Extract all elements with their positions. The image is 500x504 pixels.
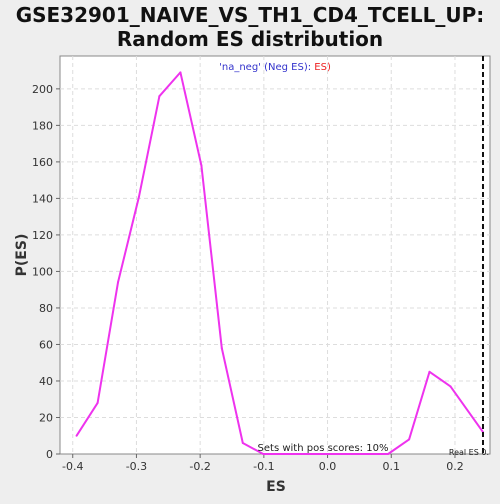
y-tick-label: 100: [32, 265, 53, 278]
data-point: [387, 453, 390, 455]
data-point: [179, 71, 182, 74]
chart-title-line1: GSE32901_NAIVE_VS_TH1_CD4_TCELL_UP:: [16, 3, 485, 27]
chart-title-line2: Random ES distribution: [117, 27, 383, 51]
data-point: [262, 453, 265, 455]
x-tick-label: 0.1: [383, 460, 401, 473]
x-tick-label: 0.2: [446, 460, 464, 473]
data-point: [158, 95, 161, 98]
data-point: [324, 453, 327, 455]
y-tick-label: 180: [32, 119, 53, 132]
data-point: [345, 453, 348, 455]
x-tick-label: -0.1: [253, 460, 274, 473]
data-point: [449, 385, 452, 388]
data-point: [428, 370, 431, 373]
data-point: [366, 453, 369, 455]
data-point: [137, 195, 140, 198]
x-tick-label: -0.3: [126, 460, 147, 473]
series-layer: [75, 71, 484, 455]
x-tick-label: -0.4: [62, 460, 83, 473]
y-tick-label: 40: [39, 375, 53, 388]
data-point: [408, 438, 411, 441]
data-point: [304, 453, 307, 455]
data-point: [283, 453, 286, 455]
y-tick-label: 20: [39, 411, 53, 424]
legend-open: 'na_neg': [219, 62, 264, 73]
axes: -0.4 -0.3 -0.2 -0.1 0.0 0.1 0.2 0 20 40 60 80 100 120…: [32, 83, 464, 473]
plot-background: [59, 55, 491, 455]
data-point: [116, 281, 119, 284]
grid-lines: [60, 56, 490, 454]
y-tick-label: 140: [32, 192, 53, 205]
data-point: [75, 434, 78, 437]
real-es-label: Real ES 0.: [449, 448, 489, 457]
legend-text: 'na_neg' (Neg ES): ES): [219, 62, 331, 73]
y-tick-label: 120: [32, 229, 53, 242]
legend-neg-es: (Neg ES): [264, 62, 308, 73]
x-tick-label: 0.0: [319, 460, 337, 473]
y-tick-label: 0: [46, 448, 53, 461]
y-axis-label: P(ES): [14, 234, 30, 277]
data-point: [220, 347, 223, 350]
y-tick-label: 60: [39, 338, 53, 351]
data-point: [241, 442, 244, 445]
y-tick-label: 80: [39, 302, 53, 315]
pos-scores-annotation: Sets with pos scores: 10%: [258, 443, 389, 454]
x-axis-label: ES: [266, 479, 286, 495]
x-tick-label: -0.2: [189, 460, 210, 473]
es-distribution-line: [75, 71, 484, 455]
y-tick-label: 200: [32, 83, 53, 96]
legend-separator: :: [308, 62, 315, 73]
y-tick-label: 160: [32, 156, 53, 169]
legend-pos-es: ES): [314, 62, 331, 73]
data-point: [96, 401, 99, 404]
data-point: [200, 164, 203, 167]
